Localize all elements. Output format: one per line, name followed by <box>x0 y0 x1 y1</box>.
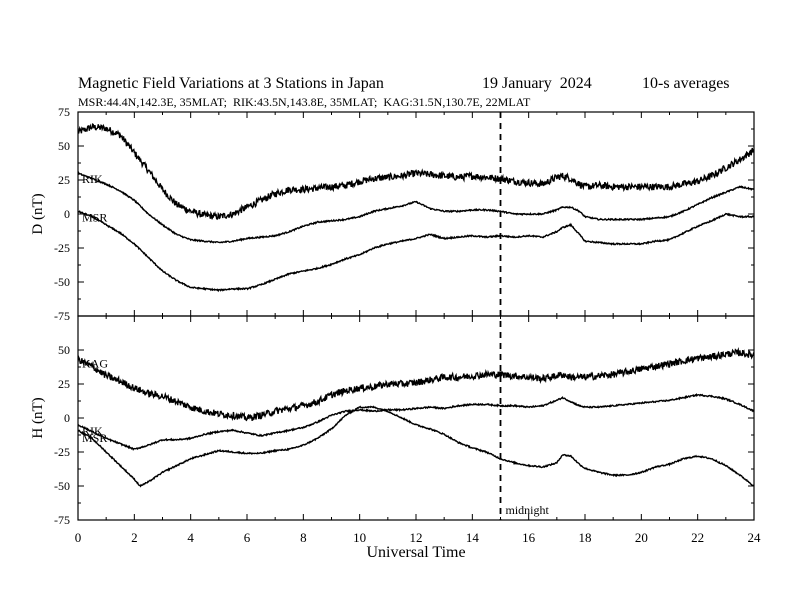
x-tick-label: 22 <box>691 530 704 545</box>
y-tick-label-d: 50 <box>58 139 70 153</box>
y-axis-label-h: H (nT) <box>30 397 46 438</box>
y-tick-label-d: -25 <box>54 241 70 255</box>
y-tick-label-d: 0 <box>64 207 70 221</box>
series-line-rik-d <box>78 171 754 244</box>
chart-title: Magnetic Field Variations at 3 Stations … <box>78 75 384 92</box>
x-tick-label: 4 <box>187 530 194 545</box>
series-line-rik-h <box>78 392 754 451</box>
stations-info: MSR:44.4N,142.3E, 35MLAT; RIK:43.5N,143.… <box>78 95 531 109</box>
x-tick-label: 18 <box>579 530 592 545</box>
x-tick-label: 2 <box>131 530 138 545</box>
series-label-rik-d: RIK <box>82 172 103 186</box>
y-tick-label-h: -50 <box>54 479 70 493</box>
y-tick-label-d: 75 <box>58 105 70 119</box>
series-line-kag-h <box>78 347 754 422</box>
x-tick-label: 16 <box>522 530 536 545</box>
panel-frame-H <box>77 315 755 521</box>
series-label-msr-d: MSR <box>82 210 107 224</box>
series-label-kag-h: KAG <box>82 357 108 371</box>
panel-frame-D <box>77 111 755 317</box>
x-tick-label: 24 <box>748 530 762 545</box>
series-label-msr-h: MSR <box>82 431 107 445</box>
y-axis-label-d: D (nT) <box>30 193 46 234</box>
y-tick-label-d: -50 <box>54 275 70 289</box>
y-tick-label-d: -75 <box>54 309 70 323</box>
y-tick-label-h: 25 <box>58 377 70 391</box>
y-tick-label-h: 50 <box>58 343 70 357</box>
chart-date: 19 January 2024 <box>482 75 592 92</box>
x-axis-label: Universal Time <box>366 544 465 561</box>
x-tick-label: 14 <box>466 530 480 545</box>
x-tick-label: 20 <box>635 530 648 545</box>
series-line-msr-d <box>78 210 754 293</box>
chart-averaging: 10-s averages <box>642 75 730 92</box>
series-line-kag-d <box>78 123 754 221</box>
x-tick-label: 10 <box>353 530 366 545</box>
midnight-label: midnight <box>506 503 550 517</box>
x-tick-label: 6 <box>244 530 251 545</box>
y-tick-label-h: -25 <box>54 445 70 459</box>
series-line-msr-h <box>78 405 754 488</box>
x-tick-label: 12 <box>410 530 423 545</box>
x-tick-label: 0 <box>75 530 82 545</box>
x-tick-label: 8 <box>300 530 307 545</box>
y-tick-label-h: 0 <box>64 411 70 425</box>
y-tick-label-h: -75 <box>54 513 70 527</box>
y-tick-label-d: 25 <box>58 173 70 187</box>
